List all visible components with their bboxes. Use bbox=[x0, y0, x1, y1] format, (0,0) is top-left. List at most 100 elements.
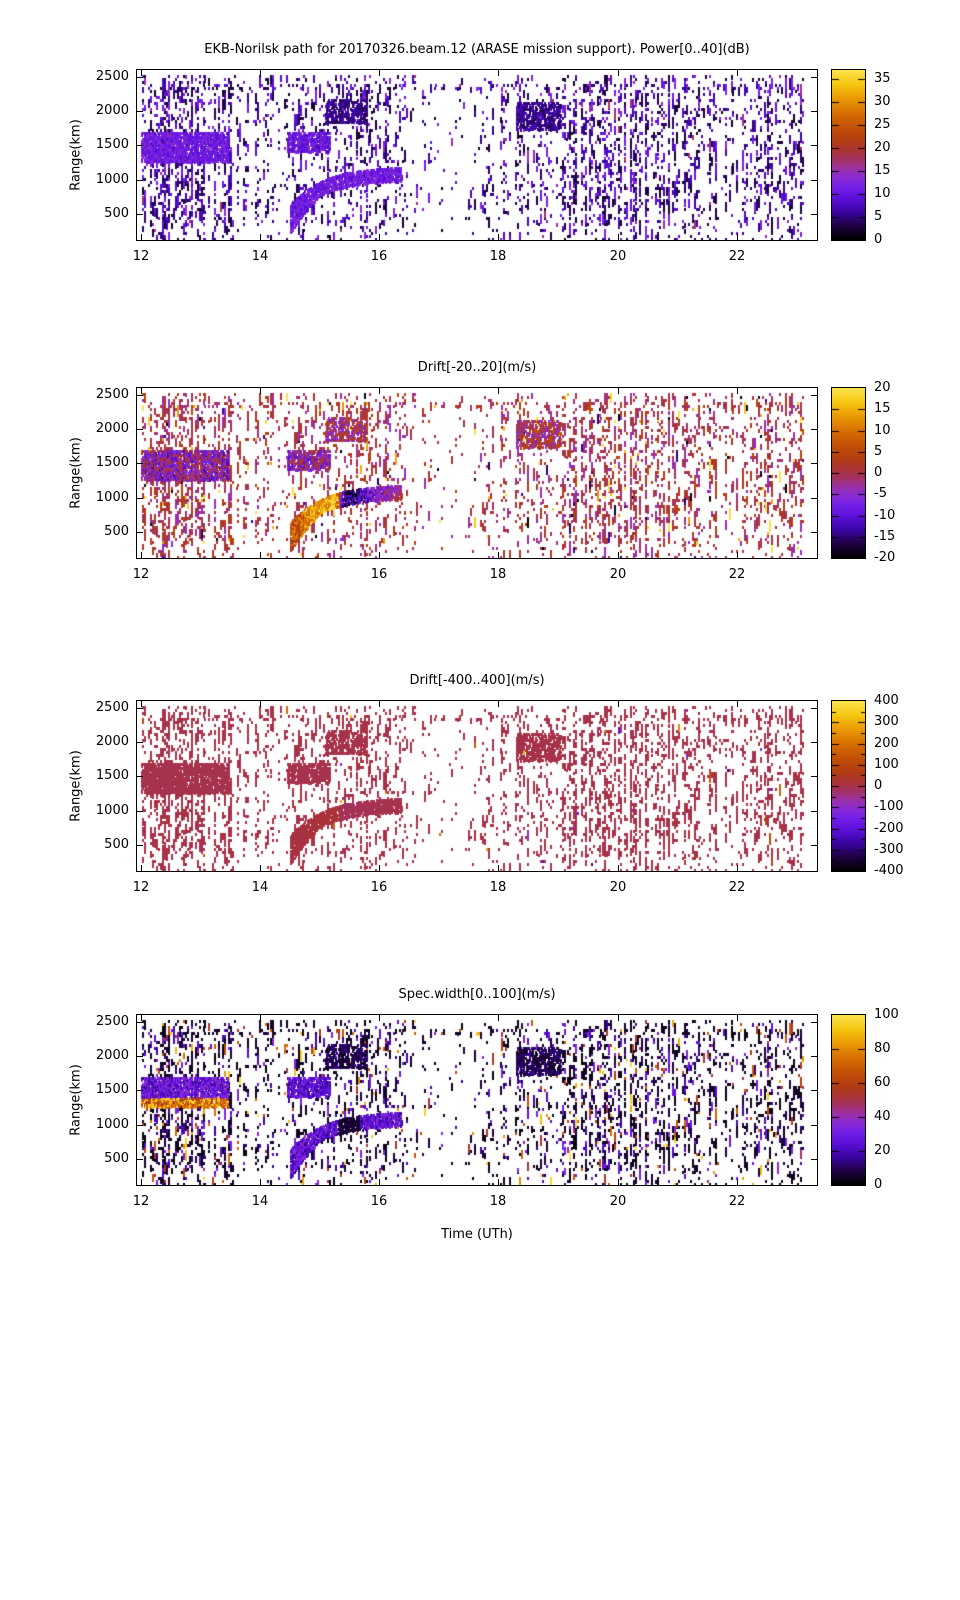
x-tick-mark bbox=[260, 388, 261, 394]
x-tick-mark bbox=[260, 1015, 261, 1021]
y-tick-mark bbox=[811, 1056, 817, 1057]
colorbar-tick-label: 200 bbox=[874, 736, 899, 751]
colorbar-tick-label: 0 bbox=[874, 778, 883, 793]
y-tick-mark bbox=[811, 776, 817, 777]
colorbar-tick-label: 15 bbox=[874, 401, 891, 416]
colorbar-tick-label: 60 bbox=[874, 1075, 891, 1090]
x-tick-mark bbox=[618, 70, 619, 76]
colorbar-tick-label: 20 bbox=[874, 1143, 891, 1158]
y-tick-mark bbox=[811, 463, 817, 464]
x-tick-mark bbox=[260, 552, 261, 558]
y-tick-label: 500 bbox=[104, 837, 129, 852]
colorbar-tick-label: -100 bbox=[874, 799, 904, 814]
colorbar-tick-label: -20 bbox=[874, 550, 896, 565]
y-tick-label: 500 bbox=[104, 524, 129, 539]
y-tick-mark bbox=[137, 77, 143, 78]
colorbar-tick-label: 300 bbox=[874, 714, 899, 729]
x-tick-mark bbox=[737, 1015, 738, 1021]
y-tick-mark bbox=[811, 395, 817, 396]
y-tick-mark bbox=[137, 811, 143, 812]
y-tick-label: 1000 bbox=[95, 803, 129, 818]
x-tick-mark bbox=[737, 552, 738, 558]
x-tick-mark bbox=[618, 234, 619, 240]
colorbar-tick-label: 0 bbox=[874, 1177, 883, 1192]
y-tick-mark bbox=[137, 532, 143, 533]
colorbar-tick-label: 100 bbox=[874, 1007, 899, 1022]
x-tick-mark bbox=[141, 1179, 142, 1185]
heatmap-canvas-drift bbox=[137, 388, 817, 558]
x-tick-mark bbox=[379, 1015, 380, 1021]
y-tick-mark bbox=[137, 498, 143, 499]
x-tick-mark bbox=[498, 1179, 499, 1185]
x-tick-mark bbox=[498, 1015, 499, 1021]
colorbar-tick-label: 5 bbox=[874, 209, 883, 224]
y-tick-mark bbox=[811, 1022, 817, 1023]
colorbar-drift bbox=[831, 700, 866, 872]
heatmap-canvas-width bbox=[137, 1015, 817, 1185]
y-tick-mark bbox=[137, 1022, 143, 1023]
x-tick-mark bbox=[379, 552, 380, 558]
x-tick-label: 12 bbox=[132, 1194, 150, 1209]
colorbar-tick-label: 0 bbox=[874, 465, 883, 480]
colorbar-tick-label: 5 bbox=[874, 444, 883, 459]
x-tick-mark bbox=[260, 1179, 261, 1185]
x-tick-mark bbox=[498, 865, 499, 871]
y-tick-mark bbox=[811, 532, 817, 533]
x-tick-mark bbox=[498, 234, 499, 240]
x-tick-mark bbox=[260, 865, 261, 871]
y-tick-mark bbox=[137, 145, 143, 146]
heatmap-canvas-drift bbox=[137, 701, 817, 871]
colorbar-tick-label: 0 bbox=[874, 232, 883, 247]
x-tick-mark bbox=[737, 388, 738, 394]
colorbar-gradient-canvas bbox=[832, 388, 865, 558]
x-tick-mark bbox=[260, 70, 261, 76]
x-tick-mark bbox=[141, 701, 142, 707]
x-tick-mark bbox=[498, 388, 499, 394]
x-tick-label: 20 bbox=[609, 567, 627, 582]
colorbar-tick-label: 10 bbox=[874, 186, 891, 201]
x-tick-mark bbox=[737, 70, 738, 76]
x-tick-mark bbox=[737, 701, 738, 707]
y-tick-label: 2000 bbox=[95, 421, 129, 436]
x-tick-mark bbox=[379, 865, 380, 871]
x-tick-mark bbox=[141, 865, 142, 871]
x-tick-label: 18 bbox=[489, 880, 507, 895]
y-tick-mark bbox=[137, 708, 143, 709]
x-tick-label: 20 bbox=[609, 249, 627, 264]
y-tick-mark bbox=[137, 429, 143, 430]
y-tick-mark bbox=[811, 111, 817, 112]
x-tick-label: 22 bbox=[728, 1194, 746, 1209]
colorbar-tick-label: -400 bbox=[874, 863, 904, 878]
x-tick-mark bbox=[379, 388, 380, 394]
x-tick-mark bbox=[737, 234, 738, 240]
y-tick-mark bbox=[811, 429, 817, 430]
x-tick-mark bbox=[618, 388, 619, 394]
y-tick-mark bbox=[811, 214, 817, 215]
y-tick-label: 1000 bbox=[95, 172, 129, 187]
y-tick-mark bbox=[811, 811, 817, 812]
y-tick-mark bbox=[137, 1159, 143, 1160]
y-tick-mark bbox=[811, 1159, 817, 1160]
x-tick-mark bbox=[737, 1179, 738, 1185]
y-tick-label: 500 bbox=[104, 206, 129, 221]
x-tick-mark bbox=[618, 701, 619, 707]
x-tick-mark bbox=[141, 234, 142, 240]
x-tick-label: 18 bbox=[489, 1194, 507, 1209]
y-tick-label: 2000 bbox=[95, 734, 129, 749]
y-tick-mark bbox=[137, 463, 143, 464]
x-tick-mark bbox=[141, 388, 142, 394]
colorbar-tick-label: -5 bbox=[874, 486, 887, 501]
y-tick-mark bbox=[811, 1090, 817, 1091]
y-tick-mark bbox=[137, 1090, 143, 1091]
x-tick-label: 22 bbox=[728, 567, 746, 582]
x-tick-label: 14 bbox=[251, 1194, 269, 1209]
colorbar-tick-label: 400 bbox=[874, 693, 899, 708]
x-tick-mark bbox=[618, 1179, 619, 1185]
colorbar-tick-label: 10 bbox=[874, 423, 891, 438]
y-tick-label: 500 bbox=[104, 1151, 129, 1166]
y-tick-mark bbox=[811, 498, 817, 499]
x-tick-mark bbox=[260, 234, 261, 240]
x-tick-mark bbox=[498, 701, 499, 707]
x-tick-mark bbox=[260, 701, 261, 707]
